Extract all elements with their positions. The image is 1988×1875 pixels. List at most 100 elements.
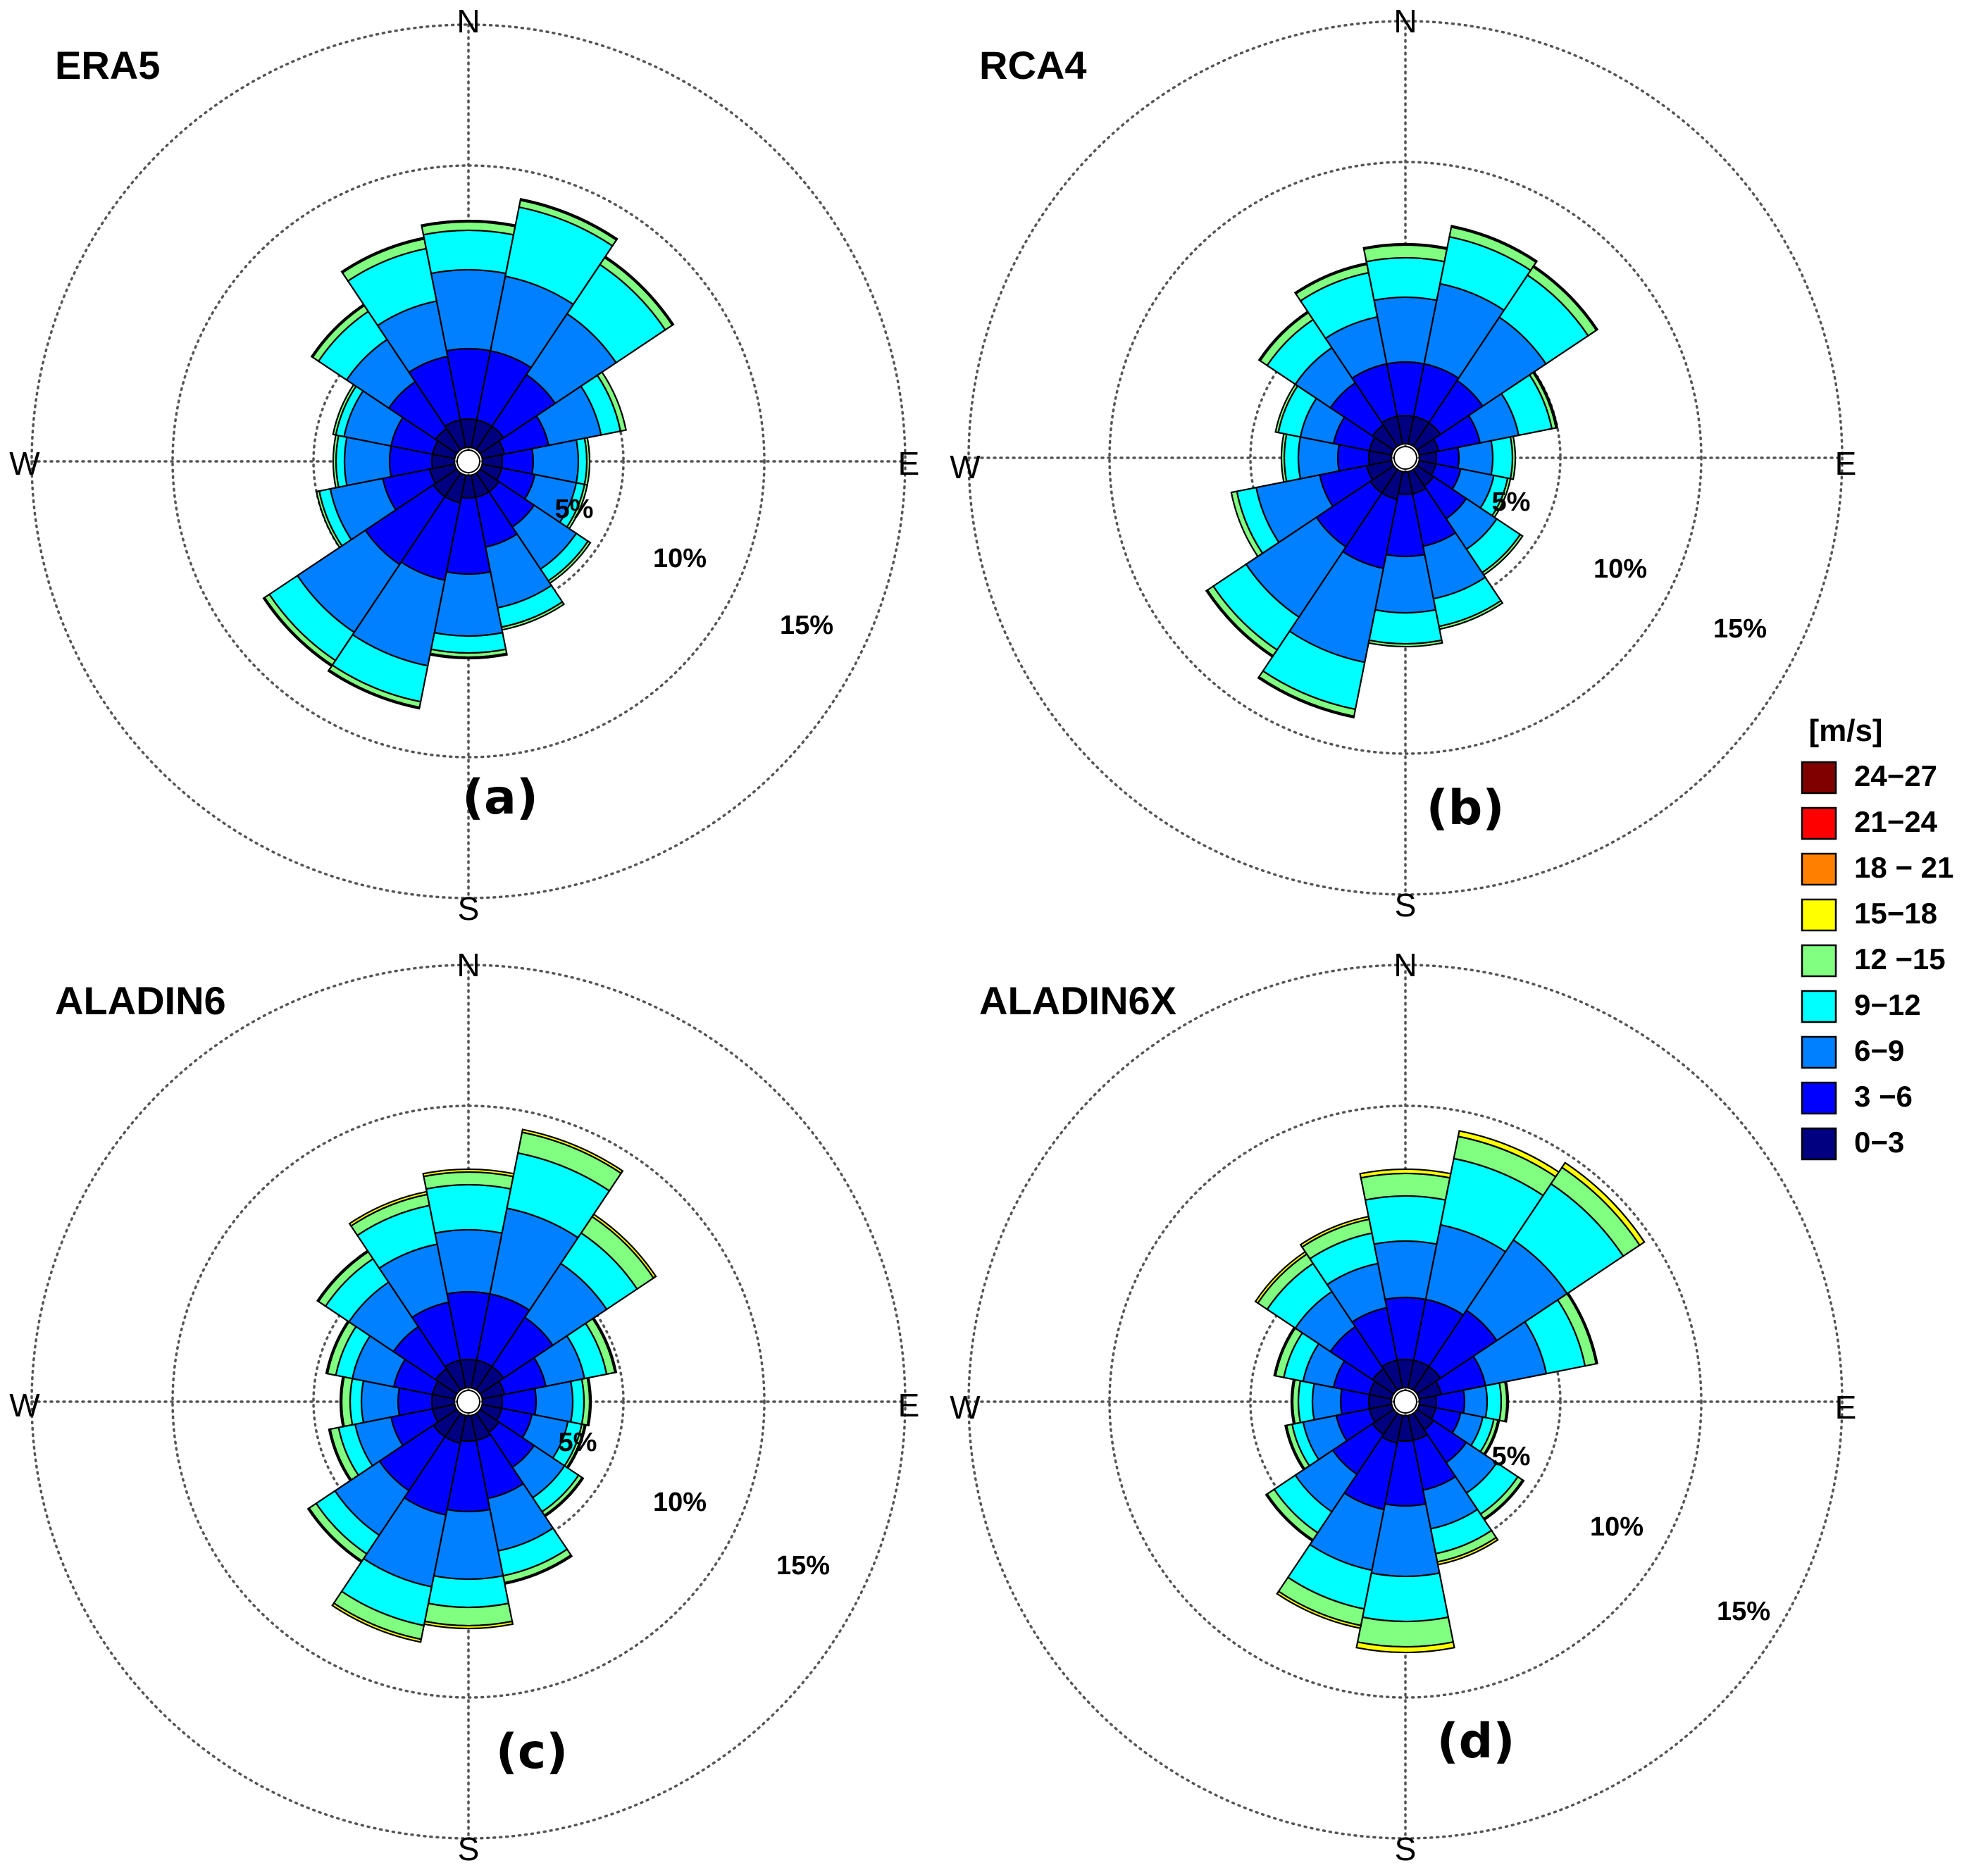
compass-west: W [950, 449, 981, 485]
ring-label-2: 10% [653, 1488, 707, 1517]
segment-NNE-bin-6 [1450, 225, 1539, 263]
segment-NNW-bin-6 [1299, 1215, 1370, 1249]
segment-W-bin-4 [1283, 433, 1302, 482]
wedge-NNE [470, 1128, 624, 1391]
windrose-panel-2: 5% 10% 15% N E S W RCA4 (b) [950, 3, 1856, 923]
compass-south: S [458, 890, 480, 927]
segment-ENE-bin-6 [1532, 370, 1559, 429]
center-hole [1393, 446, 1417, 470]
wedge-NNW [348, 1190, 467, 1391]
compass-south: S [1395, 887, 1417, 923]
segment-E-bin-6 [1503, 1381, 1510, 1423]
legend-item: 12 −15 [1801, 942, 1946, 978]
wedge-WNW [332, 383, 458, 460]
segment-S-bin-4 [430, 631, 507, 654]
windrose-panel-4: 5% 10% 15% N E S W ALADIN6X (d) [950, 947, 1856, 1867]
legend-swatch [1801, 1127, 1837, 1161]
legend-title: [m/s] [1808, 714, 1882, 748]
legend-label: 0−3 [1854, 1126, 1904, 1159]
ring-label-3: 15% [1713, 614, 1767, 644]
compass-south: S [458, 1831, 480, 1867]
wedge-WSW [315, 463, 458, 549]
legend-items: 24−27 21−24 18 − 21 15−18 12 −15 9−12 6−9 3 −6 0… [1801, 759, 1953, 1161]
wedge-NNE [1407, 1130, 1560, 1391]
wedge-WSW [1230, 459, 1395, 558]
wedge-NE [475, 1213, 657, 1395]
legend-item: 9−12 [1801, 988, 1921, 1023]
legend-label: 24−27 [1854, 759, 1937, 792]
segment-S-bin-5 [423, 1602, 514, 1627]
compass-north: N [1393, 3, 1417, 39]
legend-item: 3 −6 [1801, 1080, 1913, 1115]
wedge-NNW [1293, 262, 1404, 447]
ring-label-1: 5% [555, 494, 594, 524]
segment-NE-bin-6 [603, 255, 675, 327]
chart-title: RCA4 [979, 43, 1086, 87]
segment-W-bin-3 [1311, 1382, 1343, 1421]
center-hole [456, 449, 480, 473]
legend-item: 21−24 [1801, 805, 1938, 840]
legend-item: 6−9 [1801, 1034, 1904, 1069]
segment-N-bin-5 [1360, 1172, 1451, 1201]
ring-label-1: 5% [1492, 1442, 1531, 1471]
legend-item: 15−18 [1801, 897, 1937, 932]
segment-WSW-bin-6 [1284, 1424, 1306, 1471]
compass-east: E [898, 1387, 920, 1424]
wedge-SW [262, 468, 462, 668]
segment-ENE-bin-6 [1565, 1292, 1598, 1365]
wedge-NNW [340, 236, 467, 451]
wedge-SSE [470, 472, 566, 631]
wedge-NNW [1299, 1215, 1404, 1391]
wedge-N [422, 1168, 515, 1389]
compass-south: S [1395, 1831, 1417, 1867]
compass-west: W [9, 1387, 40, 1424]
segment-E-bin-4 [569, 1378, 585, 1426]
segment-NNW-bin-6 [340, 236, 425, 274]
segment-WSW-bin-5 [315, 490, 343, 549]
wedge-SE [475, 1408, 585, 1518]
wedge-S [1367, 471, 1443, 648]
wedge-SW [306, 1408, 462, 1564]
panels: 5%10%15%NESWERA5(a)5%10%15%NESWRCA4(b)5%… [9, 3, 1856, 1867]
wedge-NE [1412, 1161, 1646, 1395]
compass-north: N [456, 3, 480, 39]
wedge-WSW [328, 1403, 458, 1482]
wedge-SSW [331, 1412, 467, 1643]
wedge-NW [1254, 1250, 1399, 1395]
wedge-E [1418, 1381, 1510, 1423]
wedge-ENE [479, 370, 627, 460]
legend-swatch [1801, 1081, 1837, 1115]
center-hole [456, 1390, 480, 1414]
compass-north: N [1393, 947, 1417, 983]
center-hole [1393, 1390, 1417, 1414]
ring-label-2: 10% [653, 544, 707, 573]
segment-SW-bin-6 [306, 1507, 364, 1564]
segment-S-bin-4 [1368, 609, 1443, 645]
legend-label: 6−9 [1854, 1034, 1904, 1067]
panel-label: (d) [1437, 1714, 1515, 1769]
segment-E-bin-6 [586, 1376, 592, 1427]
segment-E-bin-4 [1484, 1382, 1503, 1421]
compass-east: E [898, 445, 920, 482]
segment-NNW-bin-6 [1293, 262, 1368, 295]
ring-label-1: 5% [1492, 487, 1531, 517]
wedge-NE [1412, 264, 1599, 451]
segment-S-bin-4 [427, 1574, 510, 1609]
wedge-SW [1205, 464, 1399, 659]
wedge-NW [1257, 310, 1399, 451]
legend-swatch [1801, 990, 1837, 1023]
wedge-ENE [1416, 370, 1559, 456]
chart-title: ALADIN6X [979, 978, 1176, 1023]
segment-WSW-bin-5 [1230, 490, 1264, 558]
segment-E-bin-4 [1490, 436, 1514, 480]
wedge-SE [1412, 464, 1524, 576]
legend-swatch [1801, 944, 1837, 978]
segment-NNE-bin-6 [519, 198, 619, 242]
compass-west: W [950, 1389, 981, 1426]
ring-label-2: 10% [1593, 554, 1647, 584]
wedge-SSE [1407, 1412, 1499, 1566]
legend-label: 15−18 [1854, 897, 1937, 930]
segment-W-bin-4 [349, 1377, 365, 1426]
wedge-SSW [327, 472, 467, 710]
